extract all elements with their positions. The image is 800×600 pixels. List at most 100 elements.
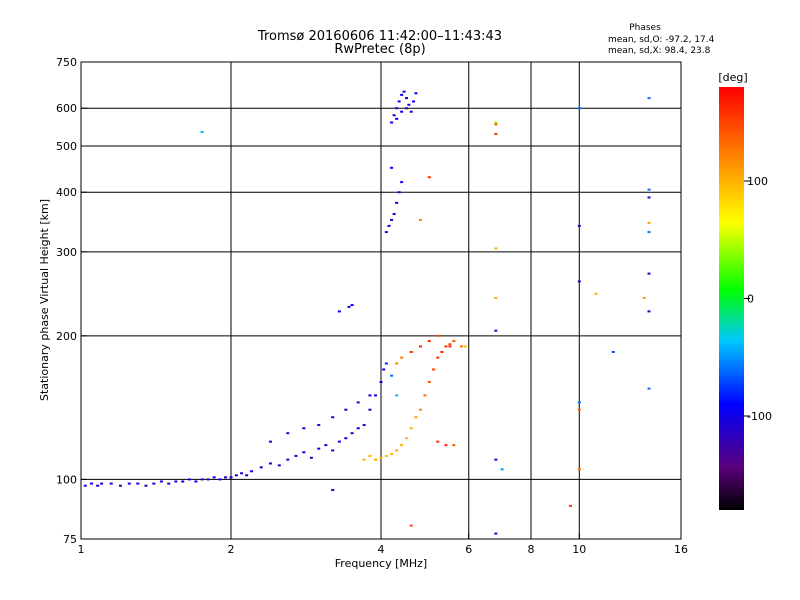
- grid-lines: [81, 62, 681, 539]
- data-point: [362, 458, 366, 461]
- data-point: [384, 454, 388, 457]
- data-point: [200, 130, 204, 133]
- data-point: [250, 470, 254, 473]
- x-tick-label: 10: [572, 543, 586, 556]
- chart-subtitle: RwPretec (8p): [334, 42, 425, 57]
- data-point: [390, 218, 394, 221]
- data-point: [395, 107, 399, 110]
- data-point: [100, 482, 104, 485]
- data-point: [384, 231, 388, 234]
- data-point: [427, 340, 431, 343]
- data-point: [379, 381, 383, 384]
- data-point: [444, 444, 448, 447]
- data-point: [409, 427, 413, 430]
- data-point: [423, 394, 427, 397]
- data-point: [577, 408, 581, 411]
- data-point: [448, 345, 452, 348]
- data-point: [382, 368, 386, 371]
- data-point: [407, 103, 411, 106]
- data-point: [395, 201, 399, 204]
- colorbar: [719, 87, 744, 510]
- data-point: [594, 292, 598, 295]
- data-point: [494, 247, 498, 250]
- data-point: [395, 362, 399, 365]
- data-point: [494, 458, 498, 461]
- plot-area: 1 2 4 6 8 10 16 75 100 200 300 400 500 600 750: [56, 56, 688, 556]
- data-point: [397, 191, 401, 194]
- data-point: [356, 401, 360, 404]
- data-points: [83, 90, 651, 535]
- data-point: [187, 478, 191, 481]
- data-point: [494, 123, 498, 126]
- colorbar-tick-label: 0: [747, 293, 754, 306]
- data-point: [440, 350, 444, 353]
- x-tick-label: 16: [674, 543, 688, 556]
- data-point: [136, 482, 140, 485]
- data-point: [234, 474, 238, 477]
- data-point: [418, 408, 422, 411]
- colorbar-ticks: 100 0 -100: [744, 175, 772, 423]
- data-point: [127, 482, 131, 485]
- data-point: [309, 456, 313, 459]
- x-tick-label: 1: [78, 543, 85, 556]
- x-tick-label: 6: [465, 543, 472, 556]
- data-point: [259, 466, 263, 469]
- data-point: [463, 345, 467, 348]
- y-tick-label: 400: [56, 186, 77, 199]
- data-point: [397, 100, 401, 103]
- data-point: [324, 444, 328, 447]
- data-point: [118, 484, 122, 487]
- data-point: [436, 356, 440, 359]
- data-point: [402, 90, 406, 93]
- data-point: [452, 340, 456, 343]
- data-point: [647, 221, 651, 224]
- data-point: [390, 166, 394, 169]
- x-tick-label: 2: [228, 543, 235, 556]
- data-point: [494, 532, 498, 535]
- data-point: [577, 107, 581, 110]
- data-point: [642, 297, 646, 300]
- data-point: [362, 424, 366, 427]
- y-tick-label: 75: [63, 533, 77, 546]
- data-point: [224, 476, 228, 479]
- data-point: [395, 449, 399, 452]
- data-point: [647, 231, 651, 234]
- data-point: [647, 272, 651, 275]
- data-point: [277, 464, 281, 467]
- data-point: [181, 480, 185, 483]
- data-point: [268, 440, 272, 443]
- data-point: [392, 114, 396, 117]
- data-point: [427, 176, 431, 179]
- data-point: [577, 468, 581, 471]
- data-point: [218, 478, 222, 481]
- data-point: [368, 394, 372, 397]
- data-point: [240, 472, 244, 475]
- data-point: [384, 362, 388, 365]
- data-point: [344, 408, 348, 411]
- data-point: [500, 468, 504, 471]
- data-point: [200, 478, 204, 481]
- data-point: [494, 329, 498, 332]
- data-point: [350, 432, 354, 435]
- stats-line-x: mean, sd,X: 98.4, 23.8: [608, 46, 711, 56]
- data-point: [494, 132, 498, 135]
- data-point: [286, 458, 290, 461]
- data-point: [432, 368, 436, 371]
- data-point: [83, 484, 87, 487]
- data-point: [400, 356, 404, 359]
- data-point: [294, 454, 298, 457]
- data-point: [577, 224, 581, 227]
- data-point: [409, 350, 413, 353]
- data-point: [331, 449, 335, 452]
- y-tick-label: 500: [56, 140, 77, 153]
- data-point: [144, 484, 148, 487]
- data-point: [392, 213, 396, 216]
- data-point: [395, 394, 399, 397]
- data-point: [459, 345, 463, 348]
- data-point: [331, 416, 335, 419]
- data-point: [374, 394, 378, 397]
- y-tick-label: 100: [56, 473, 77, 486]
- data-point: [611, 350, 615, 353]
- data-point: [452, 444, 456, 447]
